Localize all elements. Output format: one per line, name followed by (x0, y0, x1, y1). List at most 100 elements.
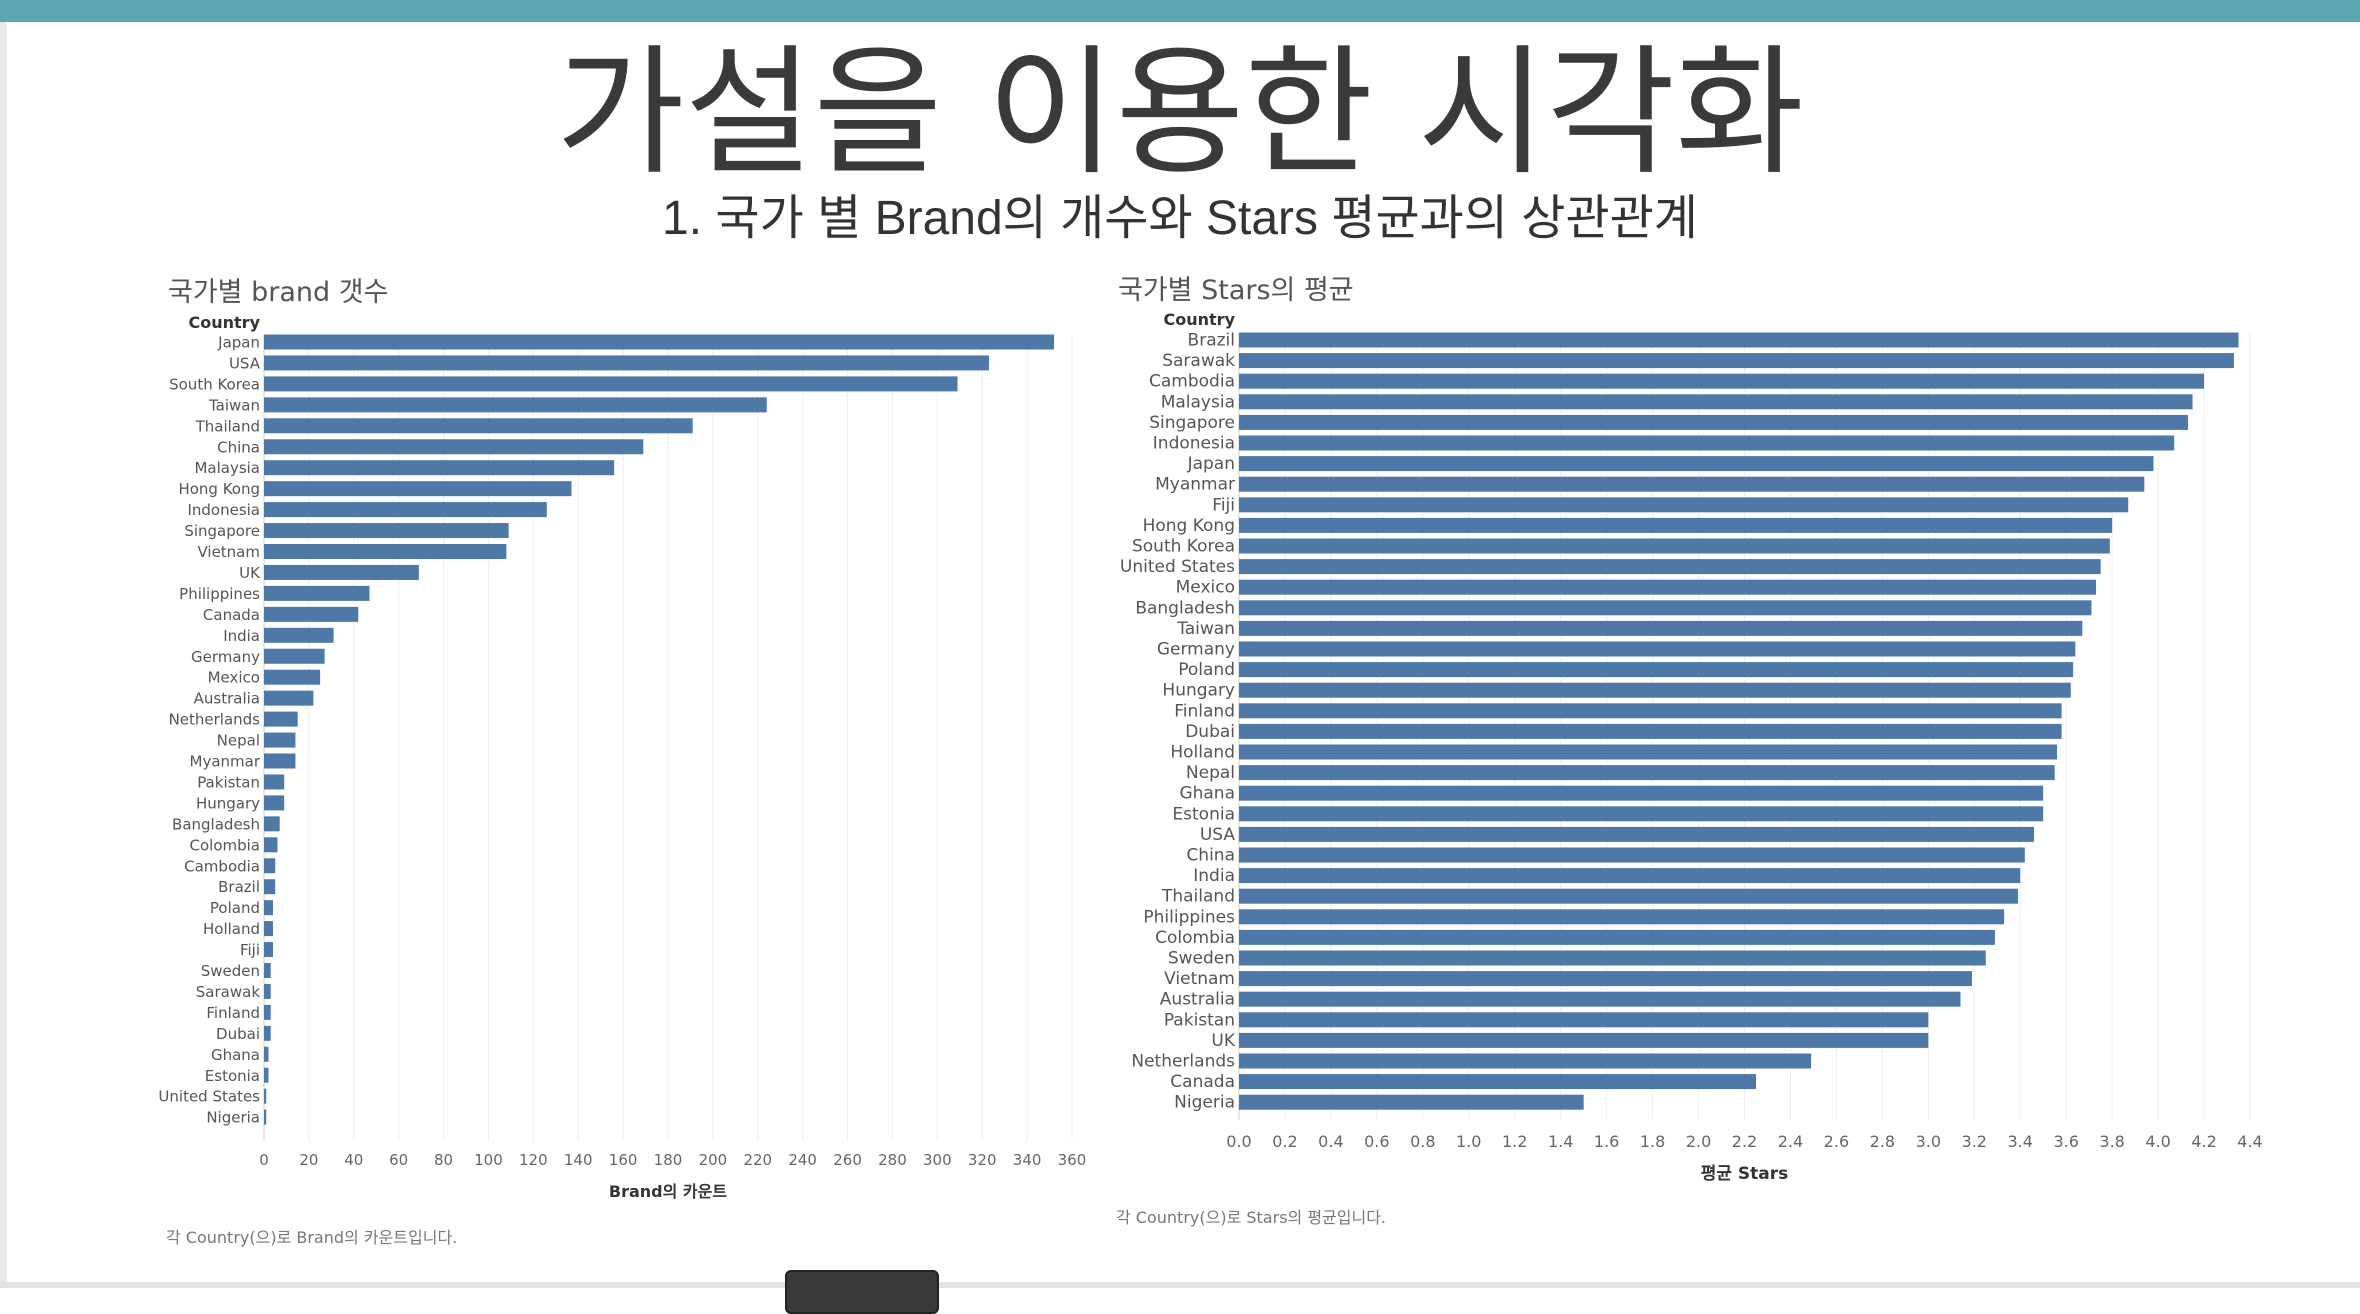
brand-tick-label: 340 (1013, 1151, 1042, 1169)
brand-tick-label: 200 (699, 1151, 728, 1169)
stars-category-label: Ghana (1179, 784, 1235, 804)
brand-bar (264, 690, 314, 706)
brand-tick-label: 100 (474, 1151, 503, 1169)
stars-category-label: India (1193, 866, 1235, 886)
brand-chart: Country Japan USA South Korea Taiwan Thailand… (158, 313, 1086, 1201)
stars-bar (1239, 1032, 1929, 1048)
brand-bar (264, 921, 273, 937)
stars-bar (1239, 868, 2021, 884)
stars-bar (1239, 723, 2062, 739)
brand-category-label: Vietnam (197, 543, 260, 561)
brand-category-label: Nepal (217, 732, 260, 750)
stars-tick-label: 1.6 (1594, 1132, 1619, 1151)
stars-bar (1239, 435, 2175, 451)
brand-category-label: South Korea (169, 375, 260, 393)
stars-tick-label: 2.2 (1732, 1132, 1757, 1151)
stars-category-label: USA (1200, 825, 1236, 845)
brand-bar (264, 669, 321, 685)
stars-category-label: Sarawak (1162, 351, 1235, 371)
brand-category-label: Pakistan (197, 773, 260, 791)
stars-tick-label: 3.2 (1962, 1132, 1987, 1151)
brand-tick-label: 80 (434, 1151, 453, 1169)
brand-bar (264, 1025, 271, 1041)
stars-category-label: Indonesia (1153, 434, 1235, 454)
stars-category-label: Hungary (1162, 681, 1235, 701)
stars-tick-label: 4.4 (2237, 1132, 2262, 1151)
stars-category-label: Netherlands (1131, 1052, 1235, 1072)
brand-category-label: India (223, 627, 260, 645)
stars-category-label: Brazil (1188, 331, 1235, 351)
stars-bar (1239, 888, 2018, 904)
brand-category-label: Hong Kong (178, 480, 260, 498)
brand-category-label: Myanmar (190, 753, 261, 771)
brand-category-label: UK (239, 564, 261, 582)
brand-tick-label: 300 (923, 1151, 952, 1169)
brand-bar (264, 418, 693, 434)
stars-tick-label: 1.8 (1640, 1132, 1665, 1151)
stars-category-label: Fiji (1212, 495, 1235, 515)
stars-tick-label: 4.0 (2145, 1132, 2170, 1151)
stars-tick-label: 0.2 (1272, 1132, 1297, 1151)
stars-x-axis-label: 평균 Stars (1701, 1164, 1789, 1184)
stars-tick-label: 1.2 (1502, 1132, 1527, 1151)
stars-category-label: Sweden (1168, 949, 1235, 969)
stars-tick-label: 2.4 (1778, 1132, 1803, 1151)
brand-tick-label: 20 (299, 1151, 318, 1169)
brand-bar (264, 585, 370, 601)
brand-category-label: Bangladesh (172, 815, 260, 833)
stars-bar (1239, 538, 2110, 554)
stars-tick-label: 3.0 (1916, 1132, 1941, 1151)
brand-category-label: United States (158, 1088, 260, 1106)
stars-bar (1239, 991, 1961, 1007)
stars-category-label: Singapore (1149, 413, 1235, 433)
brand-tick-label: 180 (654, 1151, 683, 1169)
stars-row-header: Country (1164, 310, 1236, 329)
stars-tick-label: 0.4 (1318, 1132, 1343, 1151)
brand-bar (264, 1109, 267, 1125)
brand-tick-label: 280 (878, 1151, 907, 1169)
brand-bar (264, 648, 325, 664)
stars-bar (1239, 765, 2055, 781)
stars-category-label: Hong Kong (1143, 516, 1235, 536)
stars-bar (1239, 476, 2145, 492)
brand-category-label: Thailand (195, 417, 260, 435)
stars-bar (1239, 600, 2092, 616)
brand-category-label: Cambodia (184, 857, 260, 875)
left-edge-strip (0, 22, 7, 1288)
brand-category-label: Poland (210, 899, 260, 917)
stars-bar (1239, 579, 2097, 595)
stars-category-label: Malaysia (1161, 392, 1235, 412)
stars-bar (1239, 682, 2071, 698)
brand-category-label: Estonia (205, 1067, 260, 1085)
brand-tick-label: 360 (1058, 1151, 1087, 1169)
stars-average-chart-title: 국가별 Stars의 평균 (1118, 275, 1354, 306)
brand-bar (264, 606, 359, 622)
brand-bar (264, 753, 296, 769)
bottom-edge-strip (0, 1282, 2360, 1288)
brand-bar (264, 397, 767, 413)
stars-tick-label: 2.8 (1870, 1132, 1895, 1151)
stars-category-label: China (1186, 846, 1235, 866)
bottom-toolbar-button[interactable] (785, 1270, 939, 1314)
stars-tick-label: 3.6 (2053, 1132, 2078, 1151)
stars-bar (1239, 744, 2057, 760)
brand-bar (264, 1046, 269, 1062)
stars-bar (1239, 1012, 1929, 1028)
brand-category-label: Nigeria (206, 1109, 260, 1127)
brand-category-label: Brazil (218, 878, 260, 896)
stars-bar (1239, 456, 2154, 472)
stars-bar (1239, 1053, 1812, 1069)
stars-tick-label: 0.8 (1410, 1132, 1435, 1151)
brand-bar (264, 858, 276, 874)
stars-tick-label: 2.0 (1686, 1132, 1711, 1151)
brand-tick-label: 320 (968, 1151, 997, 1169)
brand-category-label: Singapore (184, 522, 260, 540)
brand-tick-label: 120 (519, 1151, 548, 1169)
brand-bar (264, 983, 271, 999)
stars-category-label: Germany (1157, 640, 1235, 660)
stars-category-label: Poland (1178, 660, 1235, 680)
brand-bar (264, 334, 1055, 350)
brand-category-label: Ghana (211, 1046, 260, 1064)
stars-tick-label: 0.0 (1226, 1132, 1251, 1151)
